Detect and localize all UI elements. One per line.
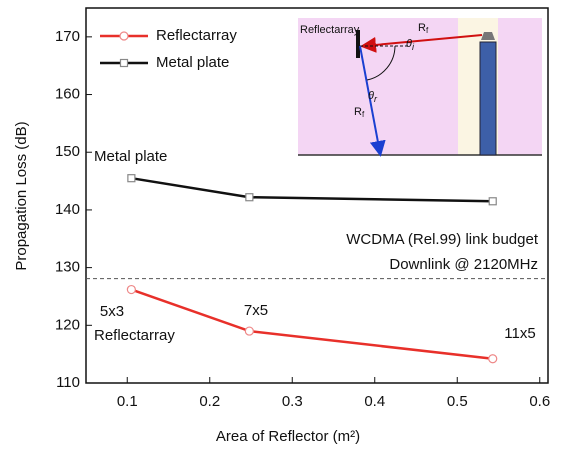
annotation: 11x5 (504, 325, 535, 342)
y-tick-label: 150 (55, 143, 80, 160)
inset-reflected-label: Rf (354, 106, 365, 119)
y-tick-label: 160 (55, 86, 80, 103)
x-tick-label: 0.4 (364, 393, 385, 410)
annotation: 5x3 (100, 303, 124, 320)
y-tick-label: 140 (55, 201, 80, 218)
label-main: θ (368, 90, 374, 102)
point (488, 354, 498, 364)
y-tick-label: 130 (55, 259, 80, 276)
annotation: Metal plate (94, 148, 167, 165)
legend-label: Metal plate (156, 54, 229, 71)
y-tick-label: 110 (56, 374, 80, 391)
inset-reflected-ray (359, 45, 386, 157)
inset-angle-i: θi (406, 38, 415, 52)
inset-title: Reflectarray (300, 24, 360, 36)
point (244, 326, 254, 336)
point (119, 31, 129, 41)
plot-frame (85, 7, 549, 384)
label-main: R (418, 22, 426, 34)
label-sub: i (412, 42, 415, 52)
label-sub: f (362, 110, 365, 119)
series-line (131, 176, 493, 203)
annotation: 7x5 (244, 302, 268, 319)
inset-incident-label: Rf (418, 22, 429, 35)
inset-background (298, 18, 542, 155)
point (119, 58, 129, 68)
label-main: R (354, 106, 362, 118)
x-tick-label: 0.3 (282, 393, 303, 410)
annotation: Reflectarray (94, 327, 175, 344)
x-tick-label: 0.5 (447, 393, 468, 410)
label-sub: r (374, 94, 378, 104)
point (488, 197, 497, 206)
point (127, 174, 136, 183)
annotation: WCDMA (Rel.99) link budget (346, 231, 539, 248)
label-main: θ (406, 38, 412, 50)
y-tick-label: 170 (55, 28, 80, 45)
series-line (130, 288, 493, 361)
y-axis-label: Propagation Loss (dB) (13, 121, 30, 270)
y-tick-label: 120 (55, 316, 80, 333)
x-axis-label: Area of Reflector (m²) (216, 428, 360, 445)
x-tick-label: 0.1 (117, 393, 138, 410)
inset-incident-ray (360, 34, 483, 53)
label-sub: f (426, 26, 429, 35)
inset-diagram: Reflectarray Rf Rf θi θr (298, 18, 542, 157)
inset-angle-r: θr (368, 90, 378, 104)
point (126, 284, 136, 295)
x-tick-label: 0.2 (199, 393, 220, 410)
x-tick-label: 0.6 (529, 393, 550, 410)
legend-label: Reflectarray (156, 27, 237, 44)
inset-tower (479, 41, 497, 156)
inset-angle-arc (366, 45, 396, 81)
annotation: Downlink @ 2120MHz (389, 256, 538, 273)
inset-antenna (481, 32, 495, 40)
point (245, 193, 254, 202)
